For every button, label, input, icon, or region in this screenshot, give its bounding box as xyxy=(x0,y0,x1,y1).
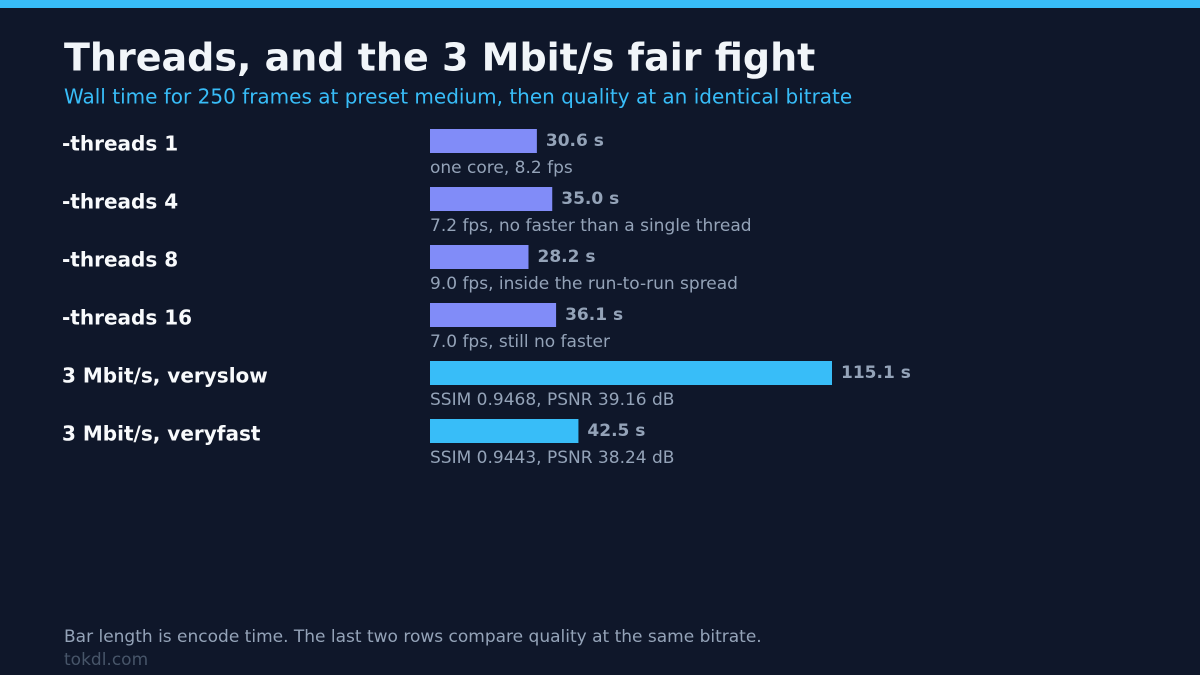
source: tokdl.com xyxy=(64,650,148,670)
annotation: SSIM 0.9443, PSNR 38.24 dB xyxy=(430,448,674,468)
bar xyxy=(430,361,832,385)
category-label: 3 Mbit/s, veryfast xyxy=(62,422,261,446)
value-label: 42.5 s xyxy=(587,421,645,441)
chart-subtitle: Wall time for 250 frames at preset mediu… xyxy=(64,85,852,109)
annotation: 7.2 fps, no faster than a single thread xyxy=(430,216,752,236)
bar xyxy=(430,419,579,443)
value-label: 36.1 s xyxy=(565,305,623,325)
value-label: 28.2 s xyxy=(537,247,595,267)
value-label: 35.0 s xyxy=(561,189,619,209)
value-label: 30.6 s xyxy=(546,131,604,151)
footnote: Bar length is encode time. The last two … xyxy=(64,627,762,647)
category-label: 3 Mbit/s, veryslow xyxy=(62,364,268,388)
value-label: 115.1 s xyxy=(841,363,911,383)
bar xyxy=(430,245,529,269)
annotation: SSIM 0.9468, PSNR 39.16 dB xyxy=(430,390,674,410)
category-label: -threads 16 xyxy=(62,306,192,330)
category-label: -threads 8 xyxy=(62,248,178,272)
annotation: 7.0 fps, still no faster xyxy=(430,332,610,352)
bar xyxy=(430,129,537,153)
annotation: 9.0 fps, inside the run-to-run spread xyxy=(430,274,738,294)
annotation: one core, 8.2 fps xyxy=(430,158,573,178)
accent-bar xyxy=(0,0,1200,8)
chart-title: Threads, and the 3 Mbit/s fair fight xyxy=(64,36,815,80)
bar xyxy=(430,303,557,327)
category-label: -threads 4 xyxy=(62,190,178,214)
category-label: -threads 1 xyxy=(62,132,178,156)
bar xyxy=(430,187,553,211)
